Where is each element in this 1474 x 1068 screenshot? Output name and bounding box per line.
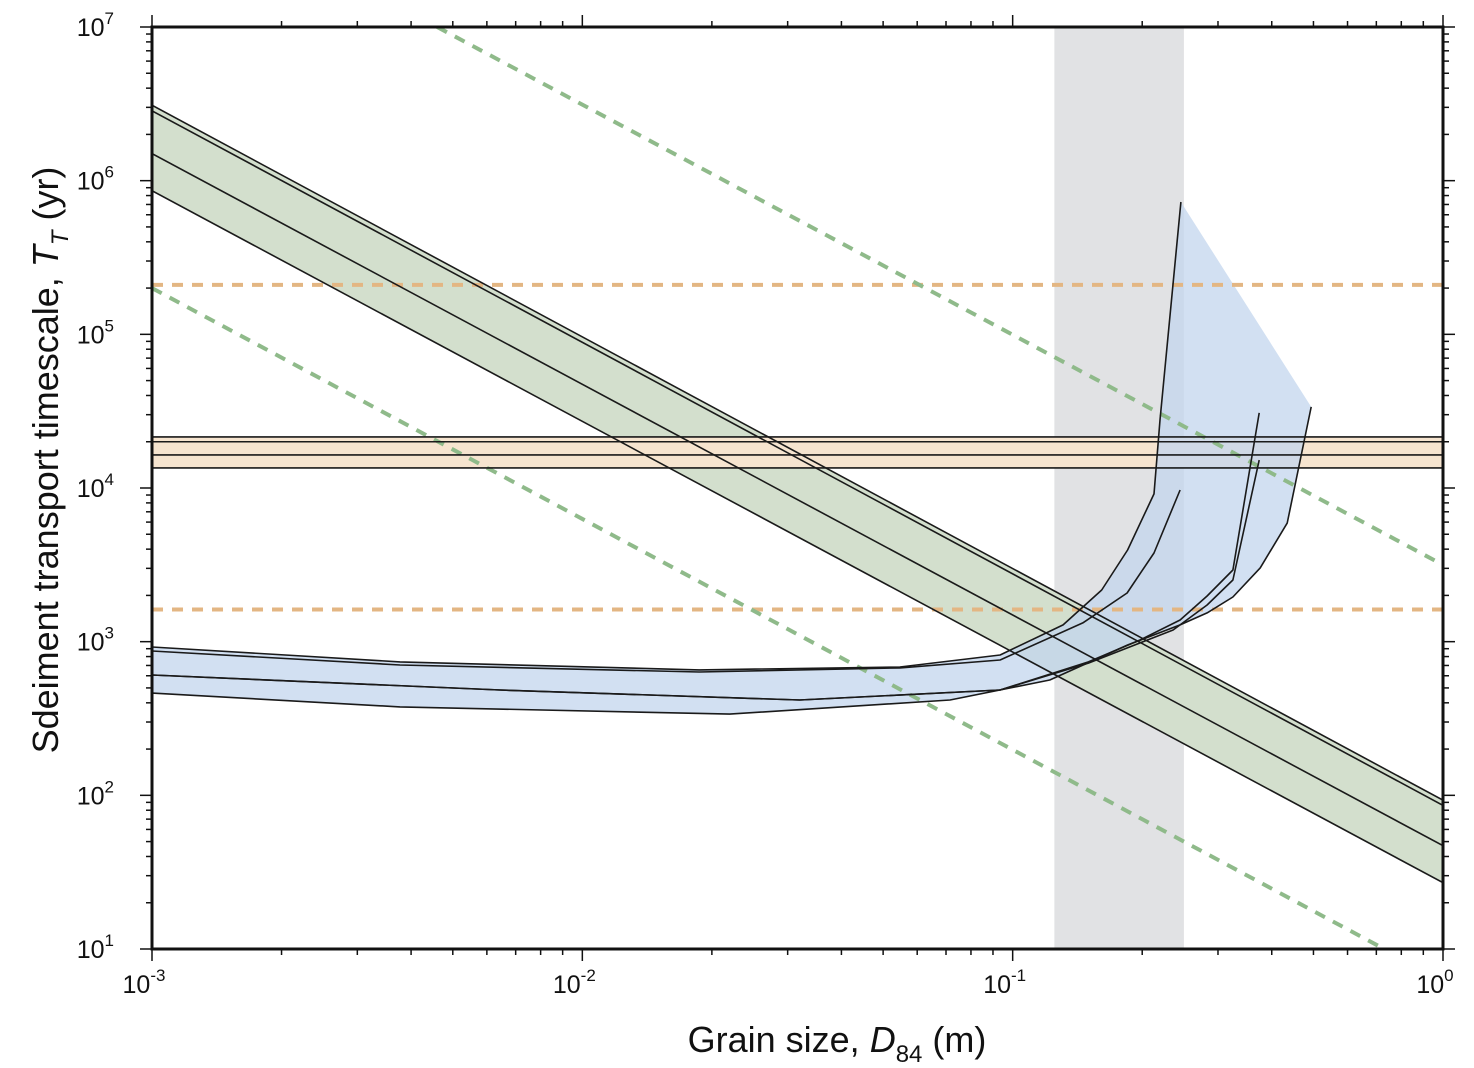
y-tick-label-base: 10	[77, 321, 105, 349]
x-axis-title-suffix: (m)	[922, 1019, 986, 1060]
y-tick-label-exp: 3	[105, 624, 114, 643]
x-axis-title: Grain size, D84 (m)	[688, 1019, 987, 1068]
x-tick-label-exp: -3	[150, 966, 165, 985]
x-tick-label-base: 10	[553, 971, 581, 999]
y-tick-label-exp: 7	[105, 9, 114, 28]
x-tick-label: 10-2	[553, 966, 596, 999]
blue-curve-A	[152, 201, 1182, 671]
plot-area	[152, 27, 1443, 949]
y-tick-label-base: 10	[77, 475, 105, 503]
y-tick-label-base: 10	[77, 936, 105, 964]
y-tick-label-base: 10	[77, 629, 105, 657]
y-tick-label-exp: 6	[105, 163, 114, 182]
y-tick-label-exp: 4	[105, 470, 114, 489]
green-band-fill	[152, 105, 1443, 883]
blue-curve-B	[152, 489, 1181, 673]
green-band-line-lower	[152, 189, 1443, 884]
y-axis-title: Sdeiment transport timescale, TT (yr)	[25, 167, 74, 754]
y-tick-label-base: 10	[77, 168, 105, 196]
blue-band-fill	[152, 202, 1312, 715]
x-tick-label-exp: -2	[581, 966, 596, 985]
x-tick-label-exp: -1	[1011, 966, 1026, 985]
y-tick-label-exp: 5	[105, 316, 114, 335]
green-band-line-middle	[152, 152, 1443, 847]
green-dashed-line-1	[152, 286, 1386, 949]
y-tick-label: 106	[77, 163, 114, 196]
x-tick-label-exp: 0	[1444, 966, 1453, 985]
x-axis-title-var: D	[870, 1019, 896, 1060]
y-tick-label-base: 10	[77, 14, 105, 42]
green-band-line-upper-2	[152, 110, 1443, 807]
plot-content	[152, 27, 1443, 949]
y-tick-label-exp: 1	[105, 931, 114, 950]
blue-curve-E	[152, 406, 1312, 715]
green-band-line-upper	[152, 104, 1443, 801]
y-tick-label: 103	[77, 624, 114, 657]
x-tick-label: 10-1	[983, 966, 1026, 999]
y-tick-label-base: 10	[77, 782, 105, 810]
x-tick-label-base: 10	[983, 971, 1011, 999]
y-tick-label: 101	[77, 931, 114, 964]
x-tick-label-base: 10	[123, 971, 151, 999]
y-tick-label: 104	[77, 470, 114, 503]
y-axis-title-suffix: (yr)	[25, 167, 66, 231]
green-dashed-line-0	[436, 27, 1443, 567]
x-tick-label: 100	[1416, 966, 1453, 999]
y-axis-title-sub: T	[47, 228, 74, 245]
y-axis-title-prefix: Sdeiment transport timescale,	[25, 267, 66, 753]
x-tick-label: 10-3	[123, 966, 166, 999]
x-axis-title-prefix: Grain size,	[688, 1019, 870, 1060]
y-tick-label: 102	[77, 777, 114, 810]
y-tick-label: 105	[77, 316, 114, 349]
y-axis-title-var: T	[25, 242, 66, 267]
y-tick-label-exp: 2	[105, 777, 114, 796]
x-axis-title-sub: 84	[896, 1041, 923, 1068]
x-tick-label-base: 10	[1416, 971, 1444, 999]
y-tick-label: 107	[77, 9, 114, 42]
